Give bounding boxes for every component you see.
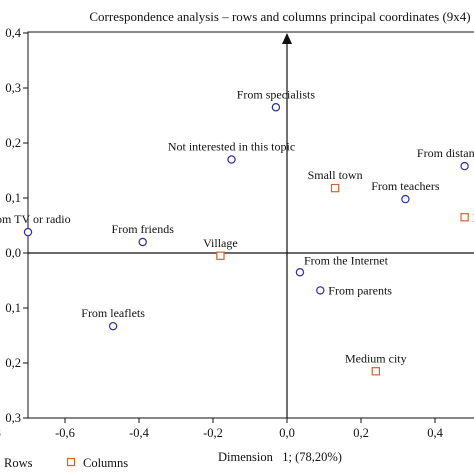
plot-frame: [27, 31, 474, 419]
point-label: From teachers: [371, 179, 440, 193]
x-tick-label: -0,8: [0, 426, 1, 440]
legend-rows-label: Rows: [4, 456, 33, 470]
column-point-marker: [371, 367, 381, 376]
point-label: From leaflets: [81, 306, 145, 320]
chart-title: Correspondence analysis – rows and colum…: [89, 9, 470, 24]
point-label: From parents: [328, 283, 392, 297]
legend-columns-marker: [66, 457, 76, 467]
row-point-marker: [23, 227, 33, 237]
point-label: Not interested in this topic: [168, 140, 295, 154]
y-tick-label: 0,2: [5, 136, 21, 150]
column-point-marker: [460, 213, 469, 222]
x-tick-label: -0,6: [55, 426, 75, 440]
row-point-marker: [401, 194, 410, 204]
row-point-marker: [138, 237, 147, 247]
row-point-marker: [108, 321, 118, 331]
x-tick-label: -0,4: [129, 426, 150, 440]
legend: Rows Columns: [4, 456, 128, 470]
x-axis-label: Dimension 1; (78,20%): [218, 450, 342, 464]
y-tick-label: 0,1: [5, 191, 21, 205]
y-tick-label: 0,4: [5, 26, 21, 40]
point-label: From friends: [112, 222, 175, 236]
point-label: From TV or radio: [0, 212, 71, 226]
point-label: Village: [203, 236, 238, 250]
row-point-marker: [295, 268, 305, 277]
y-tick-label: 0,3: [5, 81, 21, 95]
y-tick-label: 0,3: [5, 411, 21, 425]
x-tick-label: -0,2: [203, 426, 223, 440]
point-label: From specialists: [237, 87, 316, 101]
row-point-marker: [460, 161, 469, 171]
x-tick-label: 0,2: [353, 426, 369, 440]
x-tick-label: 0,4: [427, 426, 443, 440]
row-point-marker: [227, 155, 236, 164]
point-label: From the Internet: [304, 253, 389, 267]
legend-columns-label: Columns: [83, 456, 128, 470]
y-tick-label: 0,0: [5, 246, 21, 260]
column-point-marker: [330, 183, 340, 193]
arrow-up-icon: [282, 33, 292, 44]
y-tick-label: 0,2: [5, 356, 21, 370]
center-axes: [28, 33, 474, 418]
point-label: Medium city: [345, 351, 407, 365]
y-tick-label: 0,1: [5, 301, 21, 315]
point-label: From distant family: [417, 146, 474, 160]
column-point-marker: [216, 251, 225, 260]
row-point-marker: [271, 103, 281, 112]
axis-ticks: -1,0-0,8-0,6-0,4-0,20,00,20,40,60,40,30,…: [0, 26, 444, 440]
x-tick-label: 0,0: [279, 426, 295, 440]
data-points: From specialists Not interested in this t…: [0, 87, 474, 376]
point-label: Small town: [308, 168, 363, 182]
row-point-marker: [316, 286, 325, 295]
point-label: Big city: [473, 210, 474, 224]
